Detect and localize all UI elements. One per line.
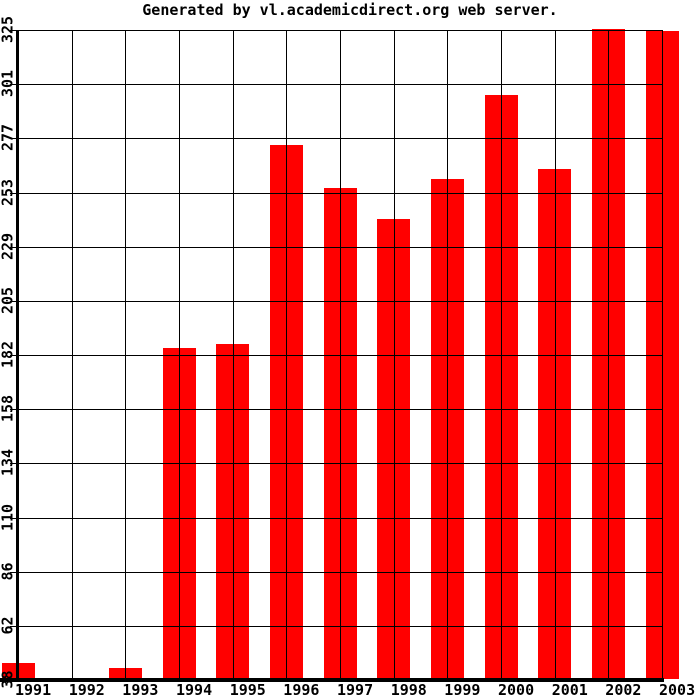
x-gridline-2002	[608, 30, 610, 678]
x-tick-label-1991: 1991	[15, 681, 52, 699]
x-tick-label-1996: 1996	[283, 681, 320, 699]
x-gridline-2003	[662, 30, 663, 678]
x-tick-label-1993: 1993	[122, 681, 159, 699]
y-tick-label-62: 62	[0, 616, 17, 635]
y-tick-label-205: 205	[0, 286, 17, 314]
x-tick-label-2003: 2003	[659, 681, 696, 699]
y-gridline-158	[10, 409, 663, 411]
y-gridline-325	[10, 30, 663, 31]
x-tick-label-2001: 2001	[551, 681, 588, 699]
y-tick-label-277: 277	[0, 124, 17, 152]
y-tick-label-38: 38	[0, 670, 17, 689]
x-gridline-1994	[179, 30, 180, 678]
x-tick-label-2002: 2002	[605, 681, 642, 699]
x-gridline-1996	[286, 30, 288, 678]
y-tick-label-325: 325	[0, 15, 17, 44]
x-tick-label-1998: 1998	[390, 681, 427, 699]
y-axis-line	[16, 30, 19, 682]
x-tick-label-1995: 1995	[229, 681, 266, 699]
x-gridline-1998	[393, 30, 395, 678]
x-gridline-1997	[340, 30, 341, 678]
y-tick-label-253: 253	[0, 178, 17, 206]
chart-title: Generated by vl.academicdirect.org web s…	[142, 1, 558, 19]
y-gridline-62	[10, 625, 663, 627]
x-axis-line	[0, 678, 664, 682]
x-tick-label-1992: 1992	[68, 681, 105, 699]
x-gridline-1992	[71, 30, 73, 678]
y-tick-label-134: 134	[0, 449, 17, 477]
x-tick-label-1999: 1999	[444, 681, 481, 699]
x-gridline-1999	[447, 30, 449, 678]
x-gridline-1993	[125, 30, 127, 678]
y-gridline-301	[10, 84, 663, 86]
y-tick-label-158: 158	[0, 395, 17, 423]
y-tick-label-182: 182	[0, 340, 17, 369]
y-gridline-182	[10, 355, 663, 356]
y-gridline-277	[10, 138, 663, 140]
x-tick-label-1994: 1994	[176, 681, 213, 699]
y-tick-label-229: 229	[0, 232, 17, 260]
y-gridline-86	[10, 571, 663, 573]
y-tick-label-86: 86	[0, 562, 17, 581]
y-tick-label-301: 301	[0, 70, 17, 98]
y-gridline-253	[10, 192, 663, 194]
y-gridline-110	[10, 517, 663, 519]
y-gridline-205	[10, 300, 663, 302]
x-gridline-1995	[232, 30, 234, 678]
x-gridline-2001	[554, 30, 556, 678]
x-tick-label-2000: 2000	[498, 681, 535, 699]
x-gridline-2000	[501, 30, 502, 678]
y-gridline-229	[10, 246, 663, 248]
y-gridline-134	[10, 463, 663, 465]
y-tick-label-110: 110	[0, 503, 17, 531]
x-tick-label-1997: 1997	[337, 681, 374, 699]
